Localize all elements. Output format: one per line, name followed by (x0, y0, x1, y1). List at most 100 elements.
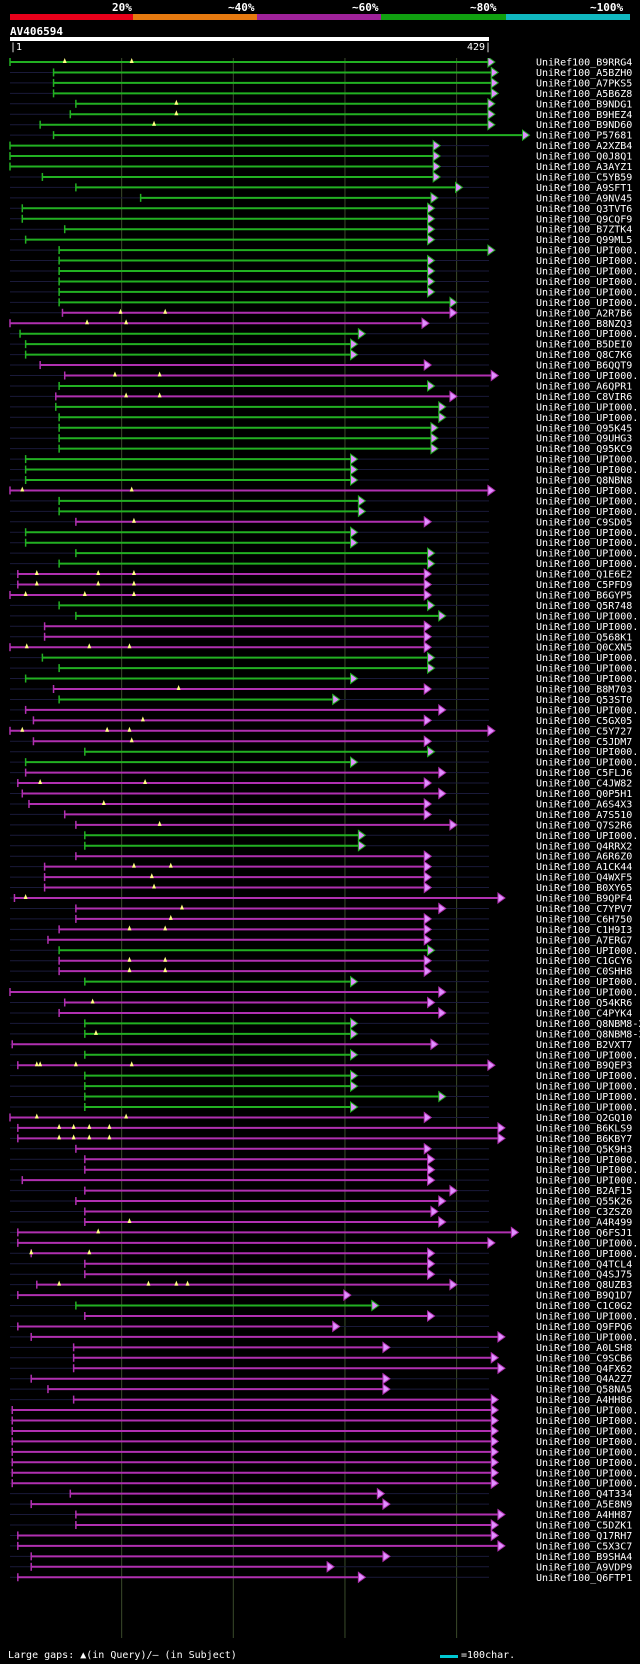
query-gap-marker (112, 371, 117, 377)
hit-label: UniRef100_UPI000... (536, 559, 640, 570)
hit-arrow (490, 1445, 500, 1458)
hit-label: UniRef100_Q0P5H1 (536, 789, 632, 800)
hit-arrow (430, 191, 439, 204)
hit-arrow (497, 1330, 506, 1343)
identity-scale: 20% ~40% ~60% ~80% ~100% (0, 0, 640, 22)
hit-arrow (487, 1059, 496, 1072)
hit-label: UniRef100_C5DZK1 (536, 1521, 632, 1532)
hit-arrow (332, 693, 341, 706)
hit-label: UniRef100_UPI000... (536, 988, 640, 999)
hit-label: UniRef100_C1GCY6 (536, 956, 632, 967)
hit-label: UniRef100_C7YPV7 (536, 904, 632, 915)
hit-label: UniRef100_B6KBY7 (536, 1134, 632, 1145)
hit-arrow (343, 1289, 352, 1302)
hit-arrow (427, 745, 436, 758)
query-gap-marker (87, 1249, 92, 1255)
hit-arrow (357, 327, 367, 340)
hit-label: UniRef100_UPI000... (536, 1312, 640, 1323)
scale-band-100 (506, 14, 630, 20)
query-gap-marker (174, 99, 179, 105)
hit-label: UniRef100_A4HH86 (536, 1395, 632, 1406)
hit-label: UniRef100_B2AF15 (536, 1186, 632, 1197)
hit-label: UniRef100_UPI000... (536, 507, 640, 518)
scale-band-20 (10, 14, 133, 20)
hit-arrow (427, 547, 436, 560)
query-gap-marker (127, 956, 132, 962)
hit-arrow (382, 1341, 391, 1354)
query-gap-marker (62, 58, 67, 63)
query-gap-marker (87, 1123, 92, 1129)
query-gap-marker (23, 590, 28, 596)
hit-arrow (490, 1424, 500, 1437)
hit-arrow (490, 66, 500, 79)
query-gap-marker (93, 1029, 98, 1035)
hit-label: UniRef100_UPI000... (536, 371, 640, 382)
query-gap-marker (129, 58, 134, 63)
query-gap-marker (131, 570, 136, 576)
hit-label: UniRef100_Q95KC9 (536, 444, 632, 455)
hit-label: UniRef100_A2XZB4 (536, 141, 632, 152)
scale-band-60 (257, 14, 381, 20)
query-gap-marker (146, 1280, 151, 1286)
hit-label: UniRef100_UPI000... (536, 831, 640, 842)
hit-label: UniRef100_B7ZTK4 (536, 225, 632, 236)
hit-arrow (423, 808, 433, 821)
hit-arrow (490, 1529, 500, 1542)
query-gap-marker (127, 726, 132, 732)
hit-label: UniRef100_Q4A2Z7 (536, 1374, 632, 1385)
query-gap-marker (101, 799, 106, 805)
query-gap-marker (87, 1134, 92, 1140)
query-gap-marker (129, 1061, 134, 1067)
hit-arrow (490, 1351, 500, 1364)
hit-label: UniRef100_C4PYK4 (536, 1008, 632, 1019)
hit-label: UniRef100_Q53ST0 (536, 695, 632, 706)
hit-arrow (427, 265, 436, 277)
hit-label: UniRef100_UPI000... (536, 287, 640, 298)
scale-band-40 (133, 14, 257, 20)
hit-label: UniRef100_Q54KR6 (536, 998, 632, 1009)
hit-label: UniRef100_B0XY65 (536, 883, 632, 894)
query-gap-marker (85, 319, 90, 325)
hit-label: UniRef100_Q5K9H3 (536, 1144, 632, 1155)
hit-arrow (510, 1226, 520, 1239)
hit-label: UniRef100_C9SD05 (536, 517, 632, 528)
hit-label: UniRef100_UPI000... (536, 1479, 640, 1490)
hit-label: UniRef100_B9Q1D7 (536, 1291, 632, 1302)
hit-label: UniRef100_UPI000... (536, 329, 640, 340)
query-gap-marker (163, 308, 168, 314)
query-gap-marker (71, 1123, 76, 1129)
query-gap-marker (127, 643, 132, 649)
query-gap-marker (157, 392, 162, 398)
hit-arrow (332, 1320, 341, 1333)
hit-label: UniRef100_A9SFT1 (536, 183, 632, 194)
hit-label: UniRef100_A5B6Z8 (536, 89, 632, 100)
hit-label: UniRef100_C5JDM7 (536, 737, 632, 748)
hit-label: UniRef100_C9SCB6 (536, 1353, 632, 1364)
hit-label: UniRef100_Q5R748 (536, 601, 632, 612)
hit-arrow (487, 484, 496, 497)
hit-arrow (490, 1466, 500, 1479)
query-gap-marker (96, 1228, 101, 1234)
hit-arrow (423, 359, 433, 372)
hit-label: UniRef100_Q9CQF9 (536, 214, 632, 225)
hit-label: UniRef100_A9NV45 (536, 193, 632, 204)
hit-label: UniRef100_Q9FPQ6 (536, 1322, 632, 1333)
hit-arrow (487, 58, 496, 68)
hit-label: UniRef100_UPI000... (536, 1050, 640, 1061)
hit-label: UniRef100_Q2GQ10 (536, 1113, 632, 1124)
hit-arrow (427, 202, 436, 215)
hit-arrow (438, 703, 447, 716)
hit-label: UniRef100_Q3TVT6 (536, 204, 632, 215)
hit-label: UniRef100_A1CK44 (536, 862, 632, 873)
hit-label: UniRef100_Q8C7K6 (536, 350, 632, 361)
legend-unit-text: =100char. (461, 1650, 516, 1661)
query-gap-marker (131, 517, 136, 523)
query-gap-marker (168, 914, 173, 920)
hit-arrow (438, 902, 447, 915)
hit-label: UniRef100_Q568K1 (536, 632, 632, 643)
hit-label: UniRef100_C5FLJ6 (536, 768, 632, 779)
query-gap-marker (57, 1280, 62, 1286)
hit-arrow (490, 1404, 500, 1417)
query-gap-marker (24, 643, 29, 649)
query-gap-marker (143, 779, 148, 785)
